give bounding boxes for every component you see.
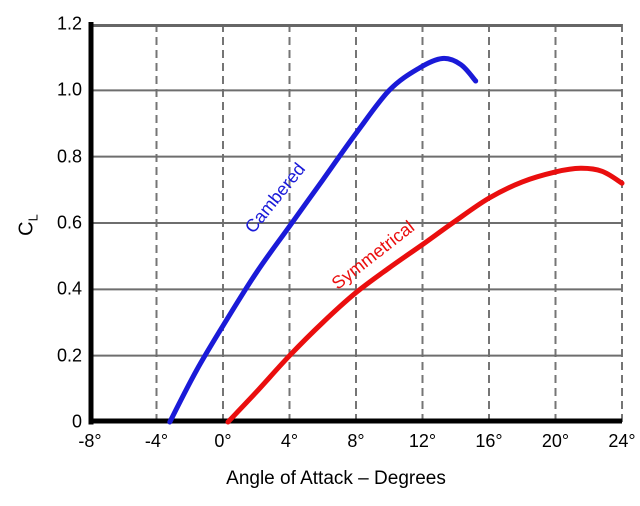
x-tick-label: 8°	[347, 431, 365, 451]
y-tick-label: 0.4	[56, 278, 82, 299]
y-tick-label: 0.2	[56, 345, 82, 366]
y-tick-label: 0.8	[56, 146, 82, 167]
y-tick-label: 1.0	[56, 79, 82, 100]
plot-area	[88, 22, 625, 425]
x-tick-label: 12°	[408, 431, 437, 451]
y-tick-label: 1.2	[56, 13, 82, 34]
y-axis-title-symbol: C	[15, 221, 38, 236]
y-axis-title: CL	[16, 214, 41, 236]
x-tick-label: 24°	[608, 431, 636, 451]
x-tick-label: 16°	[475, 431, 503, 451]
symmetrical-curve	[225, 165, 625, 425]
cambered-curve	[167, 55, 479, 425]
x-axis-title: Angle of Attack – Degrees	[226, 468, 446, 489]
y-axis-title-subscript: L	[25, 214, 41, 222]
y-tick-label: 0	[71, 411, 82, 432]
y-tick-label: 0.6	[56, 212, 82, 233]
x-tick-label: 20°	[541, 431, 570, 451]
x-tick-label: -8°	[78, 431, 102, 451]
x-tick-label: 0°	[214, 431, 232, 451]
x-tick-label: -4°	[144, 431, 169, 451]
x-tick-label: 4°	[280, 431, 299, 451]
